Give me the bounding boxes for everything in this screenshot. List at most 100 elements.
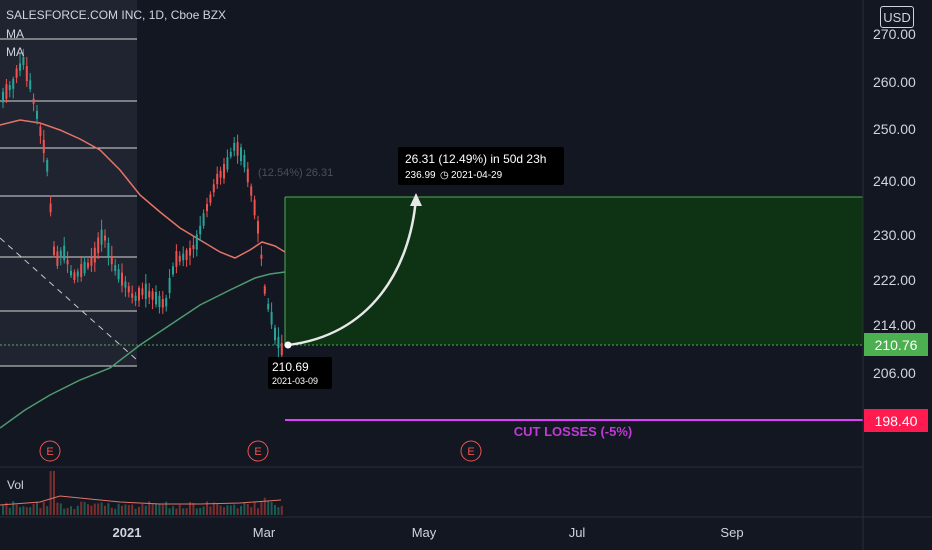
time-label-may: May	[412, 525, 437, 540]
volume-bar	[253, 501, 256, 515]
volume-bar	[110, 507, 113, 515]
candle-body	[12, 79, 15, 89]
candle-body	[151, 291, 154, 300]
volume-bar	[206, 501, 208, 515]
volume-bar	[172, 506, 174, 515]
volume-bar	[216, 503, 219, 515]
candle-body	[32, 98, 35, 104]
ma-indicator-2[interactable]: MA	[6, 45, 24, 59]
faded-label: (12.54%) 26.31	[258, 167, 333, 179]
projection-arc	[287, 197, 418, 347]
volume-bar	[212, 502, 215, 515]
volume-bar	[97, 503, 100, 515]
volume-bar	[5, 502, 8, 515]
volume-bar	[100, 502, 103, 515]
volume-bar	[90, 505, 93, 515]
ma-indicator-1[interactable]: MA	[6, 27, 24, 41]
volume-bar	[36, 502, 38, 515]
candle-body	[226, 157, 229, 170]
volume-bar	[219, 505, 222, 515]
volume-bar	[29, 507, 32, 515]
volume-bar	[178, 504, 181, 515]
target-zone	[285, 197, 863, 345]
projection-arrowhead	[410, 193, 422, 206]
volume-bar	[114, 508, 117, 515]
candle-body	[29, 80, 32, 90]
candle-body	[107, 242, 110, 257]
candle-body	[73, 272, 76, 281]
volume-bar	[83, 501, 86, 515]
candle-body	[36, 110, 38, 119]
volume-bar	[260, 500, 263, 515]
volume-bar	[131, 504, 134, 515]
candle-body	[246, 168, 249, 183]
candle-body	[87, 262, 89, 268]
candle-body	[131, 293, 134, 298]
time-label-2021: 2021	[113, 525, 142, 540]
volume-bar	[70, 506, 72, 515]
volume-bar	[8, 507, 11, 515]
volume-bar	[2, 504, 4, 515]
candle-body	[46, 159, 49, 172]
stop-price-value: 198.40	[875, 413, 918, 429]
candle-body	[267, 303, 270, 310]
volume-bar	[15, 504, 18, 515]
price-tick: 240.00	[873, 173, 916, 189]
start-date: 2021-03-09	[272, 376, 318, 386]
candle-body	[93, 247, 96, 263]
price-tick: 206.00	[873, 365, 916, 381]
candle-body	[148, 290, 151, 298]
candle-body	[233, 142, 236, 151]
volume-bar	[73, 508, 76, 515]
volume-bar	[236, 508, 239, 515]
volume-ma-line	[0, 495, 282, 506]
volume-bar	[257, 508, 259, 515]
candle-body	[219, 170, 222, 178]
volume-bar	[42, 502, 45, 515]
price-tick: 222.00	[873, 272, 916, 288]
candle-body	[185, 250, 188, 260]
volume-bar	[195, 508, 198, 515]
volume-bar	[124, 504, 127, 515]
volume-bar	[175, 508, 178, 515]
candle-body	[5, 84, 8, 99]
trend-line-dashed	[0, 237, 138, 361]
candle-body	[212, 184, 215, 193]
candle-body	[117, 269, 120, 280]
volume-bar	[274, 504, 276, 515]
candle-body	[42, 139, 45, 154]
time-label-sep: Sep	[720, 525, 743, 540]
currency-button[interactable]: USD	[880, 6, 914, 28]
candle-body	[141, 288, 144, 296]
volume-bar	[107, 503, 110, 515]
candle-body	[114, 265, 117, 272]
volume-bar	[63, 508, 66, 515]
volume-bar	[223, 507, 225, 515]
price-ticks: 270.00 260.00 250.00 240.00 230.00 222.0…	[873, 26, 916, 381]
candle-body	[202, 213, 205, 226]
candle-body	[49, 203, 52, 213]
volume-bar	[233, 504, 236, 515]
candle-body	[53, 246, 55, 255]
volume-bar	[161, 504, 164, 515]
candle-body	[236, 142, 239, 156]
volume-bar	[185, 508, 188, 515]
volume-bar	[80, 501, 83, 515]
volume-bar	[243, 502, 246, 515]
projection-start-point	[284, 341, 292, 349]
candle-body	[263, 286, 266, 294]
volume-bar	[46, 506, 49, 515]
candle-body	[240, 147, 242, 162]
candle-body	[161, 298, 164, 308]
candle-body	[19, 63, 21, 71]
candle-body	[168, 277, 171, 294]
volume-bar	[12, 501, 15, 515]
candle-body	[243, 155, 246, 168]
candle-body	[2, 91, 4, 103]
candle-body	[63, 245, 66, 261]
candle-body	[127, 286, 130, 293]
start-price: 210.69	[272, 360, 309, 374]
volume-label: Vol	[7, 478, 24, 492]
candle-body	[274, 327, 276, 341]
